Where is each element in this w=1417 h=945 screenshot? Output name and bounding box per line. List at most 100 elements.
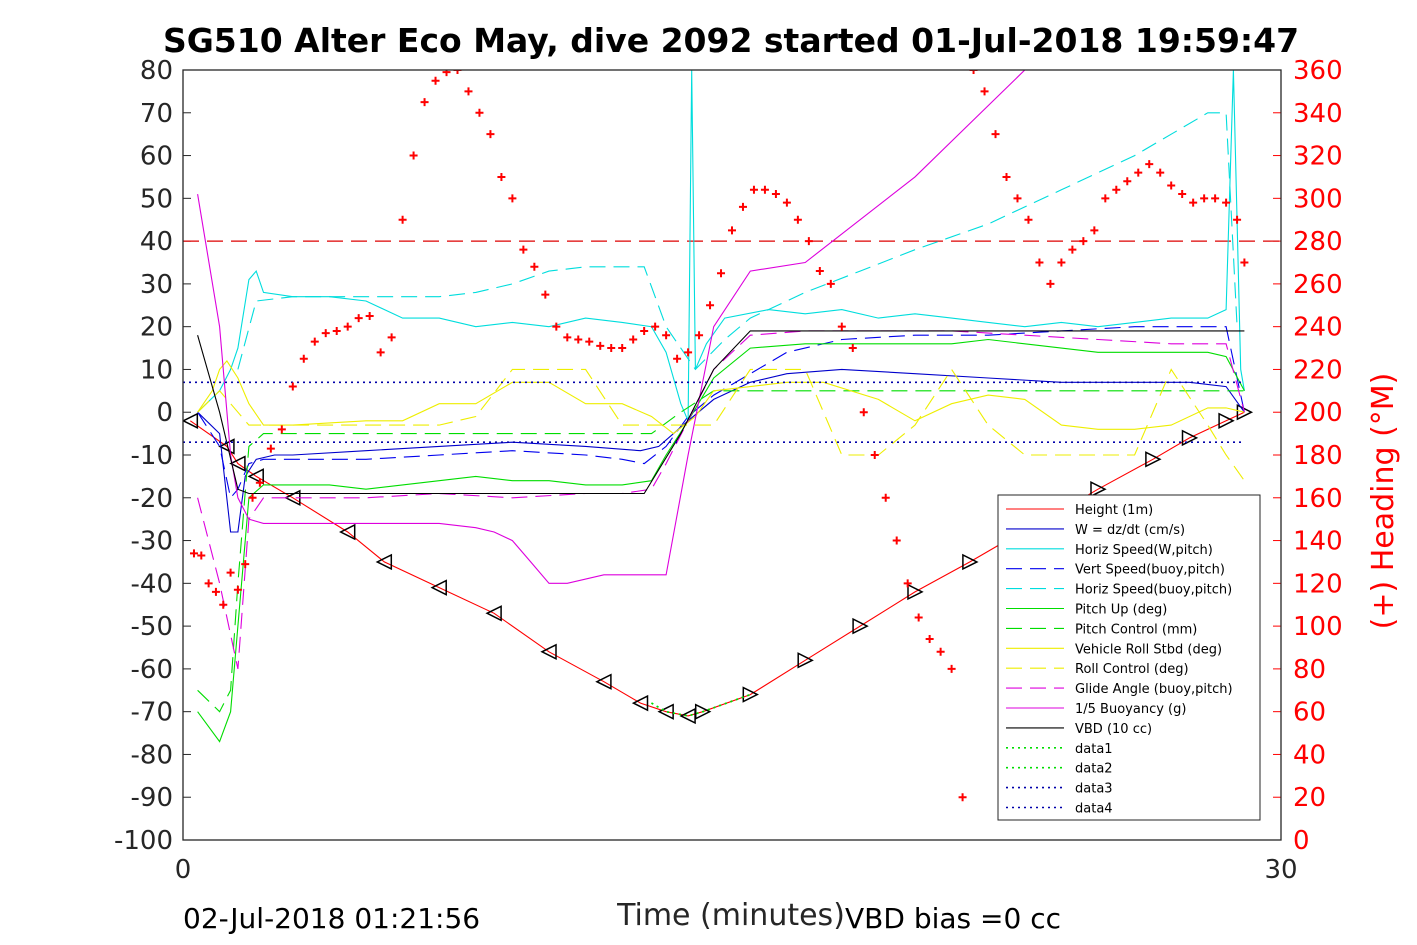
heading-point: [738, 202, 747, 211]
heading-point: [706, 301, 715, 310]
heading-point: [387, 333, 396, 342]
heading-point: [1134, 168, 1143, 177]
series-line-6: [197, 390, 1245, 713]
right-tick-label: 280: [1293, 227, 1343, 257]
heading-point: [760, 185, 769, 194]
heading-point: [782, 198, 791, 207]
heading-point: [1057, 258, 1066, 267]
heading-point: [189, 549, 198, 558]
heading-point: [749, 185, 758, 194]
heading-point: [826, 279, 835, 288]
heading-point: [453, 70, 462, 74]
heading-point: [204, 579, 213, 588]
height-marker: [962, 553, 979, 571]
height-marker: [742, 686, 759, 703]
heading-point: [398, 215, 407, 224]
heading-point: [409, 151, 418, 160]
left-tick-label: 60: [140, 142, 173, 172]
heading-point: [914, 613, 923, 622]
footer-vbd-bias: VBD bias =0 cc: [845, 902, 1061, 935]
heading-point: [310, 337, 319, 346]
heading-point: [1145, 160, 1154, 169]
right-tick-label: 360: [1293, 56, 1343, 86]
heading-point: [248, 493, 257, 502]
series-line-9: [197, 330, 1245, 670]
left-tick-label: -50: [131, 612, 173, 642]
heading-point: [288, 382, 297, 391]
heading-point: [365, 311, 374, 320]
heading-point: [969, 70, 978, 74]
heading-point: [376, 348, 385, 357]
series-line-3: [197, 326, 1245, 500]
left-tick-label: 20: [140, 313, 173, 343]
series-line-10: [197, 70, 1026, 584]
left-tick-label: -80: [131, 740, 173, 770]
heading-point: [980, 87, 989, 96]
height-marker: [229, 455, 246, 472]
left-tick-label: 50: [140, 184, 173, 214]
series-line-11: [197, 330, 1245, 495]
right-tick-label: 340: [1293, 99, 1343, 129]
left-tick-label: 70: [140, 99, 173, 129]
right-tick-label: 0: [1293, 826, 1310, 856]
legend-entry: Height (1m): [1075, 503, 1153, 518]
heading-point: [991, 130, 1000, 139]
x-tick-label: 0: [175, 855, 192, 885]
heading-point: [684, 348, 693, 357]
legend-entry: Glide Angle (buoy,pitch): [1075, 682, 1233, 697]
heading-point: [1002, 172, 1011, 181]
x-axis-label: Time (minutes): [616, 898, 845, 933]
heading-point: [815, 267, 824, 276]
height-marker: [595, 673, 612, 690]
height-marker: [1181, 429, 1199, 447]
heading-point: [552, 322, 561, 331]
left-tick-label: -30: [131, 527, 173, 557]
heading-layer: [189, 70, 1249, 802]
right-y-axis-ticks: 3603403203002802602402202001801601401201…: [1273, 56, 1343, 856]
heading-point: [947, 664, 956, 673]
height-marker: [339, 523, 356, 541]
right-tick-label: 80: [1293, 655, 1326, 685]
series-line-4: [237, 112, 1238, 371]
series-line-7: [197, 359, 1245, 435]
heading-point: [277, 425, 286, 434]
series-layer: [183, 70, 1281, 743]
heading-point: [881, 493, 890, 502]
left-tick-label: -40: [131, 569, 173, 599]
left-tick-label: -100: [114, 826, 173, 856]
heading-point: [837, 322, 846, 331]
legend-entry: W = dz/dt (cm/s): [1075, 523, 1185, 538]
heading-point: [596, 341, 605, 350]
footer-timestamp: 02-Jul-2018 01:21:56: [183, 902, 480, 935]
left-tick-label: 80: [140, 56, 173, 86]
series-line-8: [197, 368, 1245, 482]
heading-point: [1240, 258, 1249, 267]
left-y-axis-ticks: 80 70 60 50 40 30 20 10 0 -10 -20 -30 -40 -50 -60 -70 -8…: [114, 56, 191, 856]
heading-point: [574, 335, 583, 344]
heading-point: [1178, 190, 1187, 199]
left-tick-label: 10: [140, 355, 173, 385]
height-marker: [1090, 481, 1107, 498]
legend-entry: Horiz Speed(buoy,pitch): [1075, 583, 1232, 598]
heading-point: [1068, 245, 1077, 254]
heading-point: [255, 478, 264, 487]
heading-point: [1101, 194, 1110, 203]
plot-frame: [182, 69, 1282, 841]
right-tick-label: 320: [1293, 142, 1343, 172]
height-marker: [183, 412, 199, 429]
height-marker: [485, 605, 502, 622]
heading-point: [1046, 279, 1055, 288]
heading-point: [662, 331, 671, 340]
height-marker: [540, 643, 557, 660]
height-marker: [1145, 451, 1162, 468]
legend-entry: 1/5 Buoyancy (g): [1075, 702, 1186, 717]
legend-entry: data2: [1075, 762, 1113, 777]
heading-point: [343, 322, 352, 331]
series-line-5: [197, 338, 1245, 743]
heading-point: [859, 408, 868, 417]
heading-point: [497, 172, 506, 181]
heading-point: [1013, 194, 1022, 203]
heading-point: [266, 444, 275, 453]
right-tick-label: 140: [1293, 527, 1343, 557]
heading-point: [1123, 177, 1132, 186]
